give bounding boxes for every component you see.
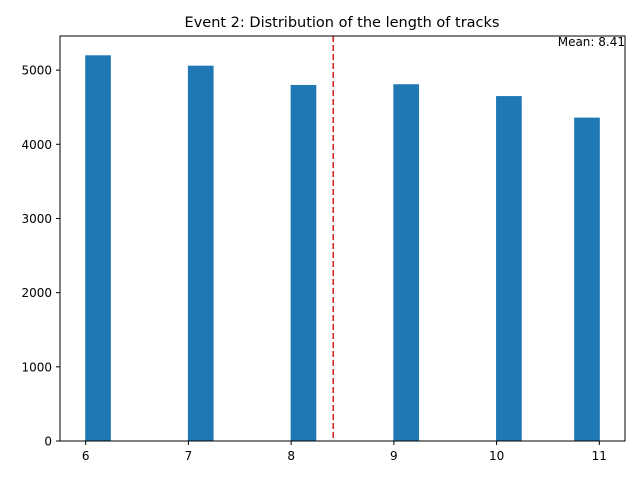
chart-title: Event 2: Distribution of the length of t… xyxy=(185,15,500,31)
bar xyxy=(574,117,600,441)
bars-group xyxy=(85,55,600,442)
plot-frame xyxy=(59,35,626,442)
bar xyxy=(187,65,214,442)
y-tick-label: 4000 xyxy=(21,138,52,152)
y-tick-label: 1000 xyxy=(21,360,52,374)
x-tick-label: 10 xyxy=(489,449,504,463)
bar xyxy=(290,84,317,441)
x-tick-label: 7 xyxy=(185,449,193,463)
bar xyxy=(85,55,111,442)
mean-annotation: Mean: 8.41 xyxy=(558,35,625,49)
y-tick-label: 3000 xyxy=(21,212,52,226)
bar xyxy=(496,96,522,441)
x-tick-label: 8 xyxy=(287,449,295,463)
bar xyxy=(393,84,420,441)
y-axis: 0 1000 2000 3000 4000 5000 xyxy=(21,64,60,449)
x-axis: 6 7 8 9 10 11 xyxy=(82,441,607,463)
x-tick-label: 6 xyxy=(82,449,90,463)
x-tick-label: 11 xyxy=(592,449,607,463)
y-tick-label: 0 xyxy=(44,435,52,449)
y-tick-label: 5000 xyxy=(21,64,52,78)
y-tick-label: 2000 xyxy=(21,286,52,300)
x-tick-label: 9 xyxy=(390,449,398,463)
